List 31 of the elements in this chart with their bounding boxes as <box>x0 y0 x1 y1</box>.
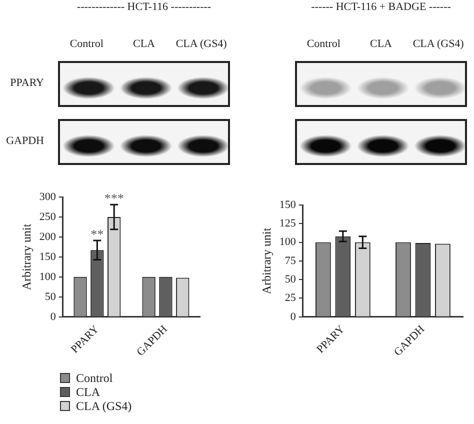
legend-label: Control <box>76 371 113 385</box>
text: CLA <box>370 38 392 51</box>
y-tick-label: 75 <box>284 254 296 267</box>
text: CLA (GS4) <box>412 38 464 51</box>
y-tick-label: 300 <box>39 190 56 203</box>
text: GAPDH <box>6 135 44 148</box>
y-tick-label: 200 <box>39 230 56 243</box>
y-tick-label: 0 <box>290 310 296 323</box>
legend-label: CLA (GS4) <box>76 399 132 413</box>
y-tick-label: 150 <box>279 198 296 211</box>
chart-title: ------------- HCT-116 ----------- <box>76 1 212 14</box>
y-tick-label: 50 <box>44 290 56 303</box>
y-tick-label: 100 <box>39 270 56 283</box>
y-axis-title: Arbitrary unit <box>259 227 274 294</box>
text: Control <box>70 38 104 51</box>
y-axis-title: Arbitrary unit <box>19 223 34 290</box>
y-tick-label: 25 <box>284 292 296 304</box>
y-tick-label: 0 <box>50 310 56 323</box>
y-tick-label: 250 <box>39 210 56 223</box>
y-tick-label: 50 <box>284 273 296 286</box>
text: Control <box>306 38 340 51</box>
text: CLA <box>133 38 155 51</box>
y-tick-label: 125 <box>279 218 296 230</box>
legend-label: CLA <box>76 385 100 399</box>
chart-title: ------ HCT-116 + BADGE ------ <box>311 1 451 14</box>
y-tick-label: 150 <box>39 250 56 263</box>
data-label: ** <box>90 226 104 242</box>
text: CLA (GS4) <box>176 38 227 51</box>
text: PPARY <box>10 77 44 90</box>
data-label: *** <box>104 190 124 206</box>
y-tick-label: 100 <box>279 236 296 248</box>
